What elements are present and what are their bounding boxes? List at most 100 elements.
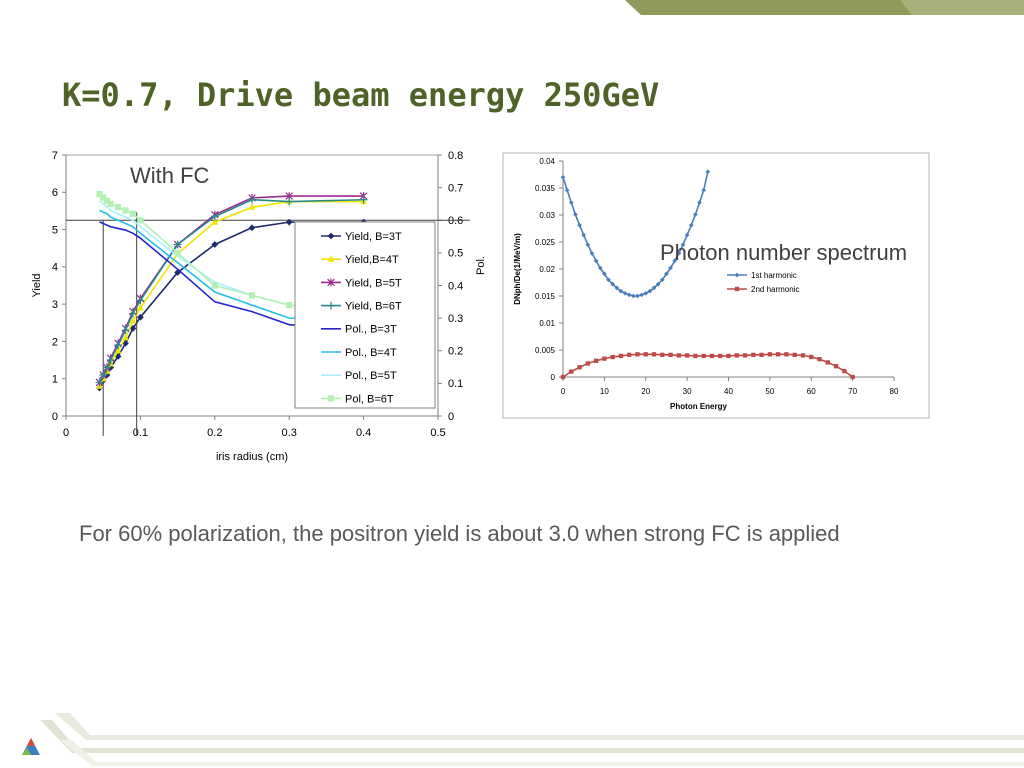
data-point (568, 200, 574, 205)
x-tick-label: 0.5 (430, 427, 445, 439)
y-tick-label: 3 (52, 299, 58, 311)
data-point (327, 301, 335, 310)
bottom-swoosh (40, 713, 1024, 766)
y-tick-label: 0.02 (539, 265, 555, 274)
data-point (718, 353, 723, 359)
data-point (833, 364, 839, 369)
x-axis-label: Photon Energy (670, 402, 727, 411)
data-point (359, 195, 368, 204)
data-point (701, 187, 707, 193)
data-point (676, 353, 682, 358)
slide-title: K=0.7, Drive beam energy 250GeV (62, 76, 659, 114)
data-point (210, 212, 219, 221)
data-point (643, 290, 649, 296)
data-point (564, 187, 570, 193)
x-tick-label: 60 (807, 387, 816, 396)
x-tick-label: 70 (848, 387, 857, 396)
data-point (173, 240, 182, 249)
data-point (581, 232, 587, 238)
data-point (106, 356, 115, 364)
data-point (573, 212, 578, 217)
data-point (850, 374, 855, 380)
data-point (610, 354, 615, 360)
data-point (286, 301, 293, 309)
data-point (659, 277, 665, 283)
legend-label: 1st harmonic (751, 271, 797, 280)
data-point (684, 232, 690, 238)
data-point (643, 352, 648, 357)
y-axis-label: Yield (31, 273, 43, 297)
data-point (136, 296, 145, 305)
data-point (211, 282, 218, 289)
data-point (676, 251, 682, 256)
data-point (693, 353, 698, 359)
x-tick-label: 0 (63, 427, 69, 439)
data-point (327, 232, 335, 240)
data-point (809, 354, 814, 360)
y-tick-label: 0.04 (539, 157, 555, 166)
data-point (129, 210, 137, 217)
data-point (100, 194, 107, 201)
y2-tick-label: 0.1 (448, 378, 463, 390)
y-tick-label: 6 (52, 187, 58, 199)
data-point (122, 207, 129, 214)
data-point (784, 352, 789, 357)
data-point (327, 255, 335, 262)
y-tick-label: 2 (52, 336, 58, 348)
data-point (285, 197, 294, 206)
chart-1: 0 1 2 3 4 5 6 7 0 0.1 0.2 0.3 0.4 0.5 0.6 0.7 0.8 0 0.1 0.2… (31, 150, 487, 463)
data-point (585, 242, 591, 248)
data-point (651, 285, 657, 291)
chart-frame (502, 152, 930, 419)
legend-label: Yield, B=3T (345, 231, 402, 243)
data-point (569, 369, 574, 374)
x-tick-label: 0.2 (207, 427, 222, 439)
data-point (622, 290, 628, 296)
data-point (655, 281, 661, 287)
data-point (688, 222, 694, 228)
data-point (742, 353, 748, 358)
data-point (103, 363, 111, 372)
y-tick-label: 0.035 (535, 184, 556, 193)
data-point (697, 200, 702, 205)
data-point (825, 360, 830, 365)
data-point (211, 241, 219, 248)
data-point (709, 353, 715, 359)
data-point (593, 258, 599, 264)
top-bar-accent (900, 0, 1024, 15)
data-point (668, 265, 673, 271)
data-point (635, 293, 640, 299)
x-tick-label: 30 (683, 387, 692, 396)
data-point (327, 278, 335, 287)
legend-label: Pol., B=3T (345, 324, 397, 336)
y-axis-label: DNph/De(1/MeV/m) (513, 233, 522, 305)
data-point (672, 258, 678, 264)
series-line (99, 209, 364, 323)
data-point (137, 217, 144, 224)
data-point (775, 352, 781, 357)
data-point (602, 271, 607, 277)
data-point (121, 326, 130, 335)
data-point (248, 224, 256, 232)
data-point (211, 218, 219, 225)
legend-label: Pol., B=5T (345, 370, 397, 382)
data-point (651, 352, 657, 357)
y-tick-label: 0.015 (535, 292, 556, 301)
data-point (107, 200, 114, 208)
data-point (701, 353, 706, 359)
data-point (248, 203, 256, 210)
data-point (680, 242, 686, 248)
y2-tick-label: 0.4 (448, 280, 463, 292)
x-tick-label: 40 (724, 387, 733, 396)
data-point (114, 204, 122, 211)
data-point (792, 352, 797, 358)
data-point (647, 288, 653, 294)
data-point (734, 272, 740, 278)
data-point (137, 304, 144, 311)
data-point (800, 353, 806, 358)
data-point (602, 356, 607, 361)
data-point (593, 358, 599, 363)
y2-tick-label: 0.6 (448, 215, 463, 227)
data-point (630, 293, 636, 299)
y-tick-label: 5 (52, 224, 58, 236)
